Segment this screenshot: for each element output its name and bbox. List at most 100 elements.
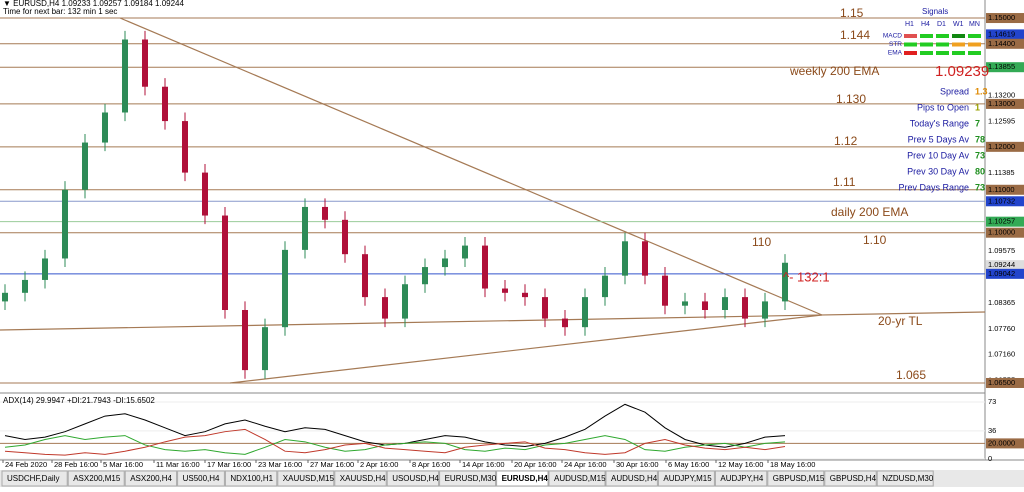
price-box — [986, 141, 1024, 152]
candle-body — [402, 284, 408, 319]
tab-label[interactable]: AUDJPY,M15 — [663, 474, 712, 483]
tab-label[interactable]: AUDJPY,H4 — [720, 474, 764, 483]
tab[interactable] — [1, 470, 68, 487]
signal-column: H1 — [905, 21, 914, 28]
tab[interactable] — [548, 470, 606, 487]
price-box — [986, 62, 1024, 73]
price-box — [986, 227, 1024, 238]
candle-body — [782, 262, 788, 302]
tab-label[interactable]: AUDUSD,M15 — [554, 474, 606, 483]
signal-cell — [920, 34, 933, 38]
candle-body — [522, 292, 528, 298]
x-tick-label: 30 Apr 16:00 — [616, 460, 659, 469]
tab[interactable] — [605, 470, 658, 487]
candle-body — [102, 112, 108, 143]
candle-body — [482, 245, 488, 289]
tab[interactable] — [224, 470, 278, 487]
tab[interactable] — [124, 470, 178, 487]
y-tick-label: 1.06500 — [988, 378, 1015, 387]
tab-label[interactable]: EURUSD,M30 — [445, 474, 497, 483]
tab[interactable] — [496, 470, 549, 487]
tab[interactable] — [714, 470, 768, 487]
y-tick-label: 36 — [988, 426, 996, 435]
tab-label[interactable]: XAUUSD,M15 — [283, 474, 335, 483]
tab[interactable] — [386, 470, 440, 487]
candle-body — [162, 86, 168, 122]
price-box — [986, 38, 1024, 49]
y-tick-label: 1.07160 — [988, 350, 1015, 359]
y-tick-label: 1.08365 — [988, 298, 1015, 307]
price-box — [986, 260, 1024, 271]
tab[interactable] — [657, 470, 715, 487]
tab-label[interactable]: NDX100,H1 — [230, 474, 273, 483]
info-value: 1 — [975, 102, 980, 112]
tab[interactable] — [439, 470, 497, 487]
tab-label[interactable]: ASX200,M15 — [73, 474, 121, 483]
candle-body — [662, 275, 668, 306]
annotation: 1.11 — [833, 175, 856, 189]
candle-body — [722, 297, 728, 310]
y-tick-label: 0 — [988, 454, 992, 463]
price-box — [986, 13, 1024, 24]
y-tick-label: 73 — [988, 397, 996, 406]
annotation: 1.10 — [863, 233, 887, 247]
price-box — [986, 184, 1024, 195]
x-tick-label: 24 Feb 2020 — [5, 460, 47, 469]
signal-row: STR — [889, 41, 902, 48]
candle-body — [82, 142, 88, 190]
y-tick-label: 1.13855 — [988, 62, 1015, 71]
candle-body — [222, 215, 228, 310]
x-tick-label: 28 Feb 16:00 — [54, 460, 98, 469]
annotation: 1.15 — [840, 6, 864, 20]
info-value: 80 — [975, 166, 985, 176]
tab-label[interactable]: GBPUSD,M15 — [773, 474, 825, 483]
candle-body — [442, 258, 448, 268]
tab-label[interactable]: GBPUSD,H4 — [830, 474, 877, 483]
x-tick-label: 12 May 16:00 — [718, 460, 763, 469]
x-tick-label: 8 Apr 16:00 — [412, 460, 450, 469]
tab[interactable] — [277, 470, 335, 487]
tab-label[interactable]: AUDUSD,H4 — [611, 474, 658, 483]
info-value: 7 — [975, 118, 980, 128]
tab-label[interactable]: USDCHF,Daily — [7, 474, 59, 483]
tab[interactable] — [67, 470, 125, 487]
tab[interactable] — [767, 470, 825, 487]
candle-body — [742, 297, 748, 319]
candle-body — [642, 241, 648, 276]
annotation: 1.065 — [896, 368, 926, 382]
x-tick-label: 11 Mar 16:00 — [156, 460, 200, 469]
candle-body — [702, 301, 708, 310]
candle-body — [42, 258, 48, 280]
info-label: Prev Days Range — [898, 182, 969, 192]
signal-cell — [920, 42, 933, 47]
x-tick-label: 23 Mar 16:00 — [258, 460, 302, 469]
candle-body — [182, 121, 188, 173]
y-tick-label: 1.10257 — [988, 217, 1015, 226]
annotation: 1.12 — [834, 134, 858, 148]
tab[interactable] — [334, 470, 387, 487]
tab-label[interactable]: EURUSD,H4 — [502, 474, 549, 483]
y-tick-label: 1.13200 — [988, 90, 1015, 99]
y-tick-label: 1.07760 — [988, 324, 1015, 333]
candle-body — [62, 189, 68, 259]
symbol-line: ▼ EURUSD,H4 1.09233 1.09257 1.09184 1.09… — [3, 0, 184, 8]
candle-body — [422, 267, 428, 285]
tab-label[interactable]: XAUUSD,H4 — [340, 474, 386, 483]
tab[interactable] — [824, 470, 877, 487]
tab-label[interactable]: US500,H4 — [183, 474, 220, 483]
tab[interactable] — [177, 470, 225, 487]
tab[interactable] — [876, 470, 934, 487]
y-tick-label: 1.09575 — [988, 246, 1015, 255]
candle-body — [302, 206, 308, 250]
signal-column: MN — [969, 21, 980, 28]
tab-label[interactable]: NZDUSD,M30 — [882, 474, 934, 483]
annotation: 1.130 — [836, 92, 866, 106]
annotation: 110 — [752, 235, 771, 249]
info-label: Prev 30 Day Av — [907, 166, 969, 176]
tab-label[interactable]: ASX200,H4 — [130, 474, 172, 483]
candle-body — [142, 39, 148, 87]
price-box — [986, 29, 1024, 40]
tab-label[interactable]: USOUSD,H4 — [392, 474, 439, 483]
bar-timer: Time for next bar: 132 min 1 sec — [3, 7, 117, 16]
